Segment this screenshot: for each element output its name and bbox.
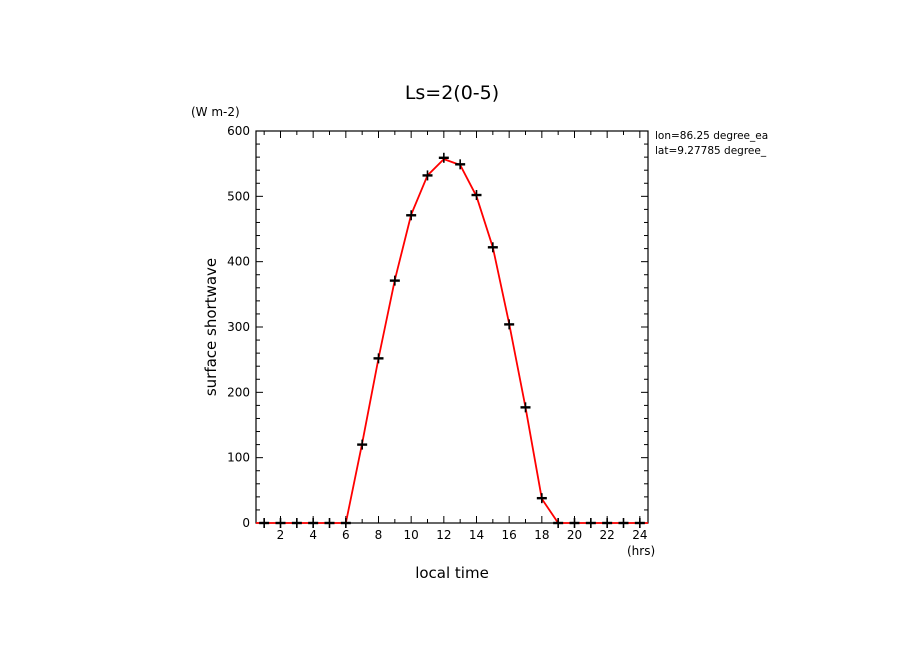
x-tick-label: 12 [436, 528, 451, 542]
y-tick-label: 0 [242, 516, 250, 530]
data-point [275, 518, 286, 528]
y-tick-label: 500 [227, 189, 250, 203]
data-point [406, 210, 417, 221]
data-point [357, 439, 368, 450]
data-point [487, 242, 498, 253]
x-axis-title: local time [415, 564, 489, 582]
data-point [324, 518, 335, 528]
x-tick-label: 22 [600, 528, 615, 542]
y-tick-label: 200 [227, 385, 250, 399]
x-tick-label: 10 [404, 528, 419, 542]
x-tick-label: 14 [469, 528, 484, 542]
y-tick-label: 400 [227, 255, 250, 269]
x-tick-label: 18 [534, 528, 549, 542]
annotation-lat: lat=9.27785 degree_ [655, 145, 767, 157]
data-point [340, 518, 351, 528]
data-point [602, 518, 613, 528]
data-point [471, 190, 482, 201]
x-tick-label: 4 [309, 528, 317, 542]
data-point [520, 402, 531, 413]
data-point [569, 518, 580, 528]
chart-title: Ls=2(0-5) [405, 82, 499, 104]
data-point [536, 493, 547, 504]
x-tick-label: 24 [632, 528, 647, 542]
y-tick-label: 600 [227, 124, 250, 138]
data-point [553, 518, 564, 528]
data-point [422, 170, 433, 181]
data-point [291, 518, 302, 528]
series-layer [256, 152, 648, 528]
data-point [373, 353, 384, 364]
x-tick-label: 2 [277, 528, 285, 542]
data-point [618, 518, 629, 528]
data-point [504, 319, 515, 330]
series-line [256, 158, 648, 524]
x-tick-label: 16 [502, 528, 517, 542]
data-point [389, 275, 400, 286]
x-tick-label: 6 [342, 528, 350, 542]
plot-frame [255, 130, 649, 524]
y-axis-title: surface shortwave [202, 258, 220, 396]
y-tick-label: 100 [227, 451, 250, 465]
annotation-lon: lon=86.25 degree_ea [655, 130, 768, 142]
data-point [585, 518, 596, 528]
data-point [438, 152, 449, 163]
data-point [455, 159, 466, 170]
data-point [634, 518, 645, 528]
data-point [308, 518, 319, 528]
x-tick-label: 8 [375, 528, 383, 542]
data-point [259, 518, 270, 528]
x-unit-label: (hrs) [627, 544, 655, 558]
x-tick-label: 20 [567, 528, 582, 542]
y-unit-label: (W m-2) [191, 105, 240, 119]
y-tick-label: 300 [227, 320, 250, 334]
